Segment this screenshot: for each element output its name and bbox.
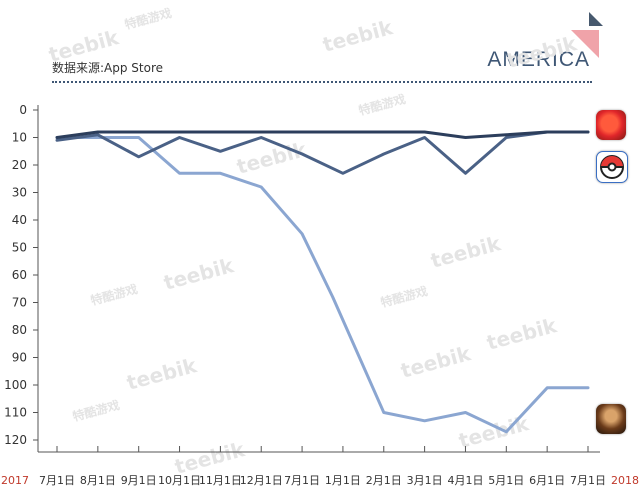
x-tick-label: 10月1日 xyxy=(158,474,201,487)
y-tick-label: 70 xyxy=(12,296,27,310)
series-line-warrior-game xyxy=(55,136,590,434)
y-tick-label: 90 xyxy=(12,351,27,365)
x-tick-label: 7月1日 xyxy=(39,474,75,487)
y-tick-label: 20 xyxy=(12,158,27,172)
series-line-pokemon-go xyxy=(55,130,590,175)
year-end-label: 2018 xyxy=(611,474,639,487)
header-divider xyxy=(52,81,592,83)
y-tick-label: 0 xyxy=(19,103,27,117)
x-tick-label: 9月1日 xyxy=(121,474,157,487)
y-tick-label: 60 xyxy=(12,268,27,282)
series-line-candy-crush xyxy=(55,130,590,139)
x-tick-label: 8月1日 xyxy=(80,474,116,487)
region-title: AMERICA xyxy=(487,48,590,71)
y-tick-label: 10 xyxy=(12,131,27,145)
corner-triangle-dark xyxy=(589,12,603,26)
y-tick-label: 30 xyxy=(12,186,27,200)
year-start-label: 2017 xyxy=(1,474,29,487)
x-tick-label: 6月1日 xyxy=(529,474,565,487)
pokemon-go-icon xyxy=(596,151,628,183)
x-tick-label: 2月1日 xyxy=(366,474,402,487)
x-tick-label: 12月1日 xyxy=(240,474,283,487)
y-tick-label: 110 xyxy=(4,406,27,420)
candy-crush-icon xyxy=(596,110,626,140)
corner-triangle-pink xyxy=(571,30,599,58)
x-tick-label: 7月1日 xyxy=(284,474,320,487)
y-tick-label: 40 xyxy=(12,213,27,227)
x-tick-label: 1月1日 xyxy=(325,474,361,487)
x-tick-label: 7月1日 xyxy=(570,474,606,487)
x-tick-label: 5月1日 xyxy=(488,474,524,487)
x-tick-label: 11月1日 xyxy=(199,474,242,487)
data-source-label: 数据来源:App Store xyxy=(52,61,164,75)
y-tick-label: 50 xyxy=(12,241,27,255)
y-tick-label: 80 xyxy=(12,323,27,337)
y-tick-label: 100 xyxy=(4,378,27,392)
y-tick-label: 120 xyxy=(4,433,27,447)
warrior-game-icon xyxy=(596,404,626,434)
x-tick-label: 4月1日 xyxy=(447,474,483,487)
x-tick-label: 3月1日 xyxy=(407,474,443,487)
